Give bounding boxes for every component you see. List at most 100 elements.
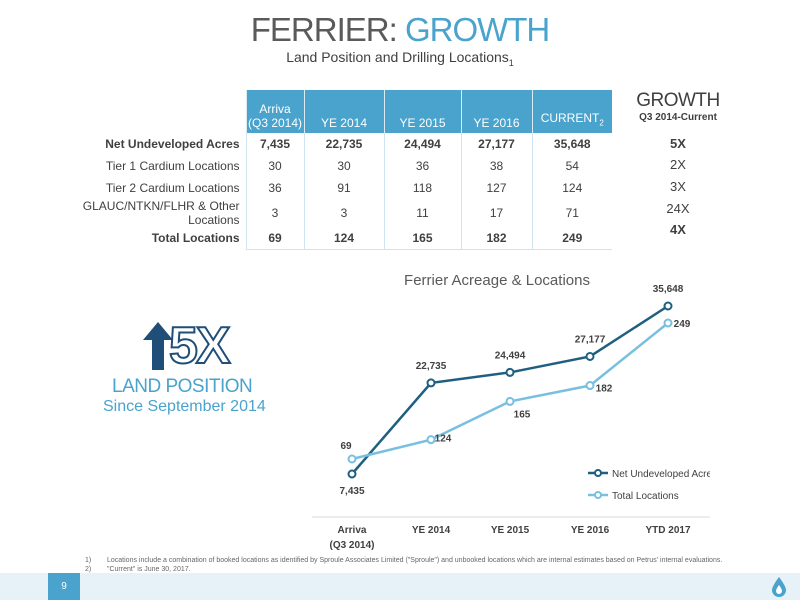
growth-column-header: GROWTH Q3 2014-Current [628,90,728,123]
x-tick-label: YE 2015 [491,525,530,536]
x-tick-label: Arriva [338,525,367,536]
growth-value: 4X [670,222,686,237]
table-cell: 165 [383,227,461,250]
table-cell: 36 [245,177,304,199]
data-label: 27,177 [575,334,606,345]
title-part-2: GROWTH [404,11,550,48]
header-line1: Arriva [259,102,291,116]
subtitle-text: Land Position and Drilling Locations [286,49,509,65]
table-row: Net Undeveloped Acres 7,435 22,735 24,494 27… [44,133,612,155]
growth-title: GROWTH [636,90,720,111]
growth-subtitle: Q3 2014-Current [639,112,717,123]
header-line2: YE 2014 [320,116,368,130]
data-point [505,367,515,377]
data-point [585,381,595,391]
table-row: Tier 2 Cardium Locations 36 91 118 127 124 [44,177,612,199]
table-cell: 11 [383,199,461,227]
data-label: 22,735 [416,361,447,372]
table-cell: 7,435 [245,133,304,155]
table-cell: 54 [531,155,612,177]
footnote-number: 2) [85,566,92,573]
footnotes: 1) Locations include a combination of boo… [85,556,722,574]
data-point [426,435,436,445]
footnote-text: "Current" is June 30, 2017. [107,566,191,573]
footnote-1: 1) Locations include a combination of boo… [85,556,722,565]
x-tick-label: YE 2014 [412,525,451,536]
table-cell: 182 [460,227,532,250]
table-cell: 27,177 [460,133,532,155]
table-cell: 124 [531,177,612,199]
page-title: FERRIER: GROWTH [0,12,800,48]
table-row: Total Locations 69 124 165 182 249 [44,227,612,250]
header-line2: YE 2015 [399,116,446,130]
header-line2: (Q3 2014) [247,116,303,130]
growth-table: Arriva (Q3 2014) YE 2014 YE 2015 YE 2016 … [44,90,612,250]
row-label: Tier 1 Cardium Locations [105,159,240,173]
data-point [426,378,436,388]
table-cell: 118 [383,177,461,199]
table-header-cell: YE 2016 [460,90,532,133]
table-cell: 124 [303,227,384,250]
row-label: Total Locations [151,231,240,245]
data-label: 69 [340,441,352,452]
data-point [585,351,595,361]
chart-svg: Arriva (Q3 2014) YE 2014 YE 2015 YE 2016 YTD … [312,284,717,551]
header-line2: YE 2016 [473,116,520,130]
growth-value: 2X [670,157,686,172]
header-footnote-ref: 2 [599,118,604,127]
table-header-row: Arriva (Q3 2014) YE 2014 YE 2015 YE 2016 … [44,90,612,133]
table-cell: 69 [245,227,304,250]
growth-value: 24X [666,201,690,216]
table-cell: 22,735 [303,133,384,155]
row-label: GLAUC/NTKN/FLHR & Other Locations [82,199,240,227]
data-label: 7,435 [339,486,364,497]
water-drop-logo-icon [772,577,786,597]
table-header-cell: YE 2015 [383,90,461,133]
five-x-text: 5X [168,316,232,376]
line-chart: Ferrier Acreage & Locations Arriva (Q3 20… [312,262,717,552]
table-cell: 3 [303,199,384,227]
table-cell: 91 [303,177,384,199]
table-cell: 35,648 [531,133,612,155]
table-header-cell: Arriva (Q3 2014) [245,90,304,133]
chart-title: Ferrier Acreage & Locations [404,272,590,289]
page-number: 9 [48,573,80,600]
data-label: 165 [514,409,531,420]
table-cell: 38 [460,155,532,177]
footnote-2: 2) "Current" is June 30, 2017. [85,565,722,574]
legend-swatch-marker [594,469,602,477]
table-cell: 30 [245,155,304,177]
table-cell: 127 [460,177,532,199]
footnote-text: Locations include a combination of booke… [107,557,723,564]
since-label: Since September 2014 [103,398,266,415]
table-cell: 249 [531,227,612,250]
table-cell: 3 [245,199,304,227]
data-label: 182 [596,384,613,395]
table-header-cell: YE 2014 [303,90,384,133]
table-row: Tier 1 Cardium Locations 30 30 36 38 54 [44,155,612,177]
table-cell: 24,494 [383,133,461,155]
table-row: GLAUC/NTKN/FLHR & Other Locations 3 3 11 17 7… [44,199,612,227]
data-label: 124 [435,434,452,445]
table-cell: 36 [383,155,461,177]
header-line2: CURRENT [540,110,600,125]
land-position-label: LAND POSITION [112,376,253,397]
data-point [663,318,673,328]
x-tick-label: (Q3 2014) [329,540,374,551]
series-line [351,304,669,475]
subtitle-footnote-ref: 1 [508,57,514,68]
data-point [505,396,515,406]
legend-swatch-marker [594,491,602,499]
growth-value: 3X [670,179,686,194]
legend-label: Total Locations [612,491,679,502]
legend-label: Net Undeveloped Acres [612,469,710,480]
data-label: 249 [674,319,691,330]
data-point [347,454,357,464]
title-part-1: FERRIER: [250,11,405,48]
table-cell: 17 [460,199,532,227]
x-tick-label: YE 2016 [571,525,610,536]
table-header-blank [44,90,246,133]
series-line [351,322,669,461]
row-label: Tier 2 Cardium Locations [105,181,240,195]
data-point [663,301,673,311]
